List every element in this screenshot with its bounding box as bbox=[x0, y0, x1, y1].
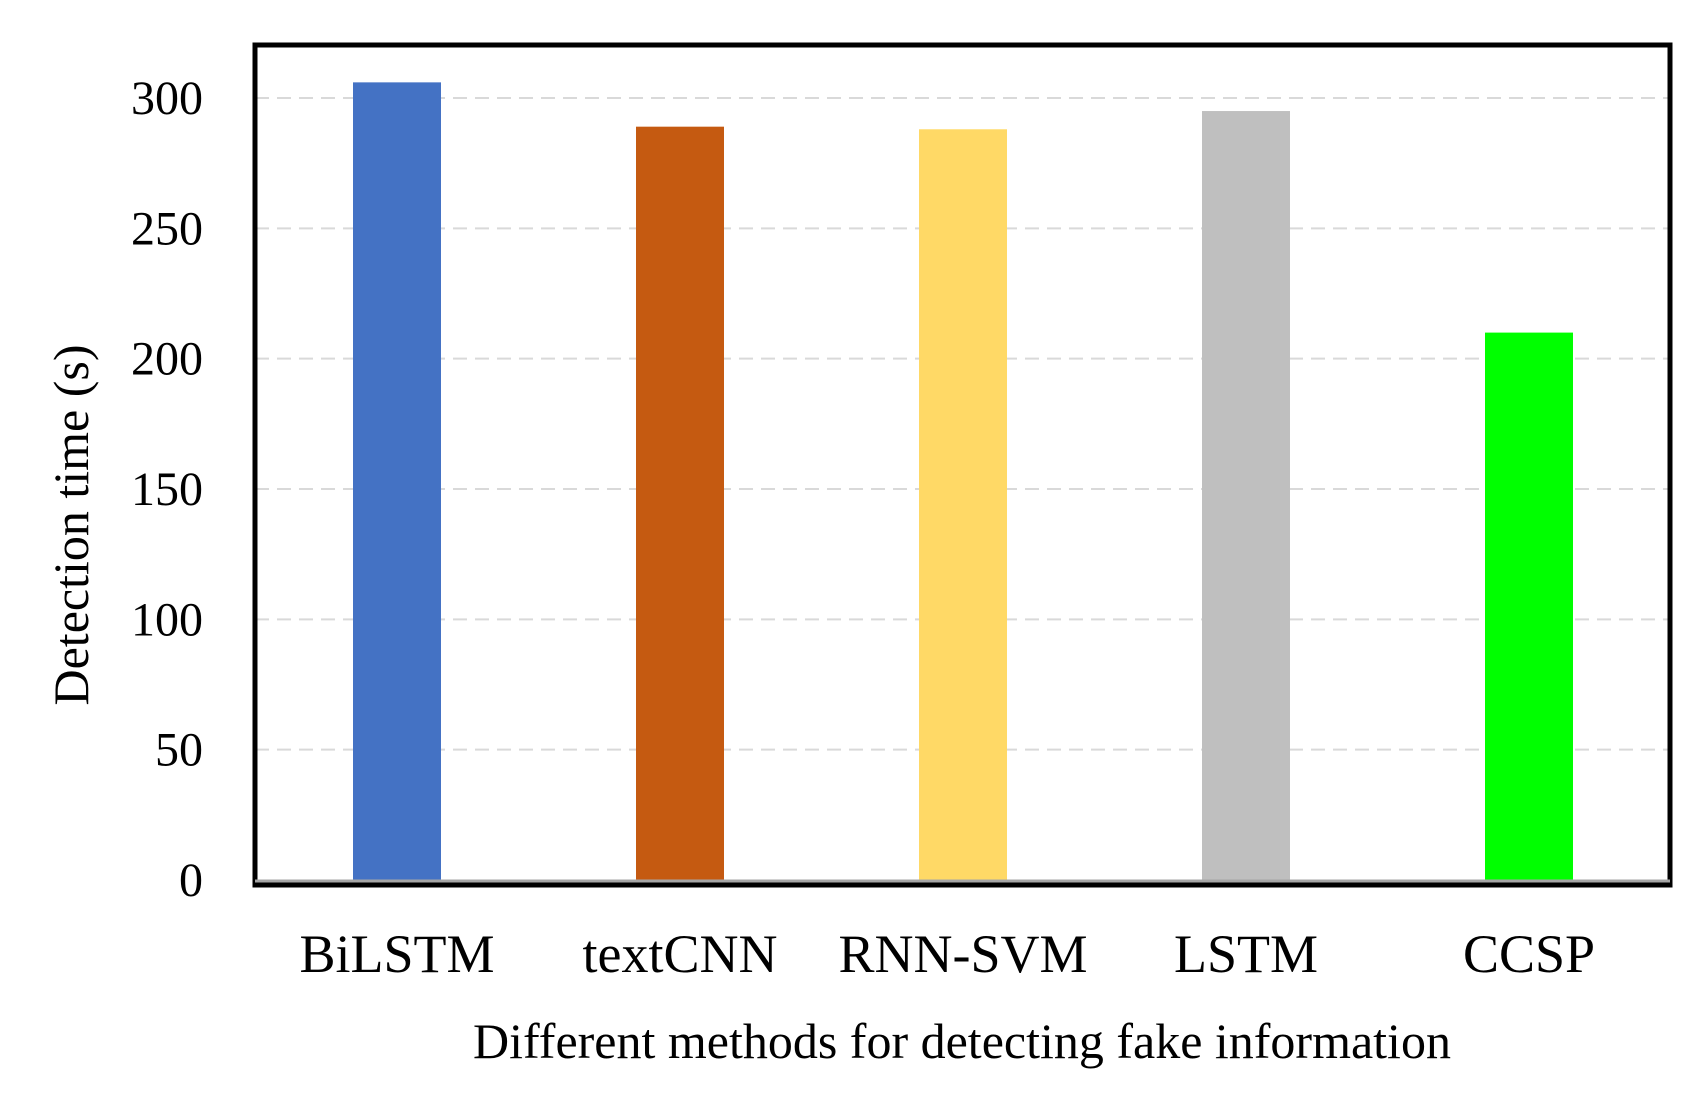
bars bbox=[353, 82, 1573, 881]
y-tick-label: 250 bbox=[131, 202, 203, 255]
y-tick-label: 200 bbox=[131, 333, 203, 386]
y-axis-title: Detection time (s) bbox=[43, 345, 99, 706]
bar-rnn-svm bbox=[919, 129, 1007, 880]
bar-textcnn bbox=[636, 126, 724, 880]
x-category-label: LSTM bbox=[1174, 924, 1318, 984]
y-tick-label: 300 bbox=[131, 72, 203, 125]
x-category-label: CCSP bbox=[1463, 924, 1595, 984]
y-tick-label: 150 bbox=[131, 463, 203, 516]
y-tick-label: 50 bbox=[155, 724, 203, 777]
x-category-label: RNN-SVM bbox=[838, 924, 1087, 984]
x-axis-categories: BiLSTM textCNN RNN-SVM LSTM CCSP bbox=[299, 924, 1595, 984]
y-tick-label: 0 bbox=[179, 854, 203, 907]
y-tick-label: 100 bbox=[131, 593, 203, 646]
x-category-label: BiLSTM bbox=[299, 924, 494, 984]
plot-border bbox=[252, 42, 1673, 888]
y-axis-ticks: 0 50 100 150 200 250 300 bbox=[131, 72, 203, 907]
bar-lstm bbox=[1202, 111, 1290, 881]
x-category-label: textCNN bbox=[583, 924, 778, 984]
x-axis-title: Different methods for detecting fake inf… bbox=[473, 1013, 1451, 1069]
bar-ccsp bbox=[1485, 332, 1573, 881]
bar-bilstm bbox=[353, 82, 441, 881]
plot-frame bbox=[252, 42, 1673, 888]
